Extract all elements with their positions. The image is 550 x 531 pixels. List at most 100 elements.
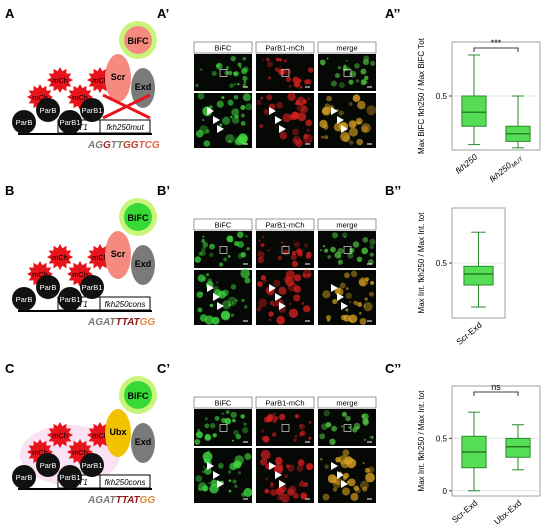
signal [229,83,234,88]
signal [242,93,251,102]
signal [355,79,360,83]
signal [296,464,304,472]
signal [342,475,348,480]
arrowhead [213,471,220,479]
signal [227,99,234,106]
signal [221,96,225,100]
signal [345,292,353,300]
signal [272,419,277,424]
signal [196,291,204,298]
arrowhead [207,284,214,292]
signal [293,241,300,248]
signal [361,247,369,255]
bifc [124,203,152,231]
signal [245,234,249,238]
mch-label: mCh [92,253,108,262]
sequence-part: TT [111,140,124,151]
signal [345,287,349,291]
signal [267,76,272,80]
signal [370,60,376,66]
signal [360,480,369,490]
signal [234,484,238,488]
signal [278,58,283,62]
signal [227,470,232,474]
signal [303,482,309,487]
signal [235,299,238,302]
signal [285,277,295,287]
signal [216,100,224,108]
parb-label: ParB [40,106,57,115]
y-tick-label: 0.5 [436,92,448,101]
signal [287,281,298,292]
signal [346,458,357,469]
signal [258,239,261,242]
panel-label: C’’ [385,361,401,376]
signal [199,68,203,71]
panel-label: A’ [157,6,169,21]
signal [283,59,287,63]
parb-label: ParB [16,473,33,482]
signal [225,66,230,70]
signal [366,105,377,116]
signal [230,284,237,290]
signal [225,134,235,144]
signal [294,435,298,438]
parb-ball [36,453,60,477]
signal [305,119,313,127]
signal [291,260,299,268]
signal [351,121,357,127]
signal [302,273,307,278]
signal [268,311,274,317]
signal [233,83,237,86]
signal [352,241,360,248]
signal [202,485,209,492]
protein [131,245,155,285]
signal [201,246,206,252]
signal [299,85,303,89]
signal [237,62,242,67]
signal [299,103,303,106]
micrograph-header: ParB1-mCh [265,221,304,230]
signal [355,488,361,494]
signal [343,235,346,239]
signal [293,239,296,242]
y-axis-label: Max Int. fkh250 / Max Int. tot [417,390,426,492]
signal [231,439,235,442]
mch-star [67,439,93,465]
roi [343,69,352,77]
signal [327,474,337,484]
box [463,265,494,286]
signal [260,458,268,466]
arrowhead [269,107,276,115]
signal [359,317,367,325]
signal [326,95,332,102]
y-tick-label: 0.5 [436,434,448,443]
signal [279,65,282,68]
signal [348,120,357,129]
signal [226,235,234,243]
protein [105,231,131,279]
signal [350,492,359,501]
signal [204,458,211,464]
signal [216,281,219,284]
signal [293,138,297,142]
signal [292,128,299,136]
signal [359,311,362,315]
signal [327,255,332,259]
signal [321,62,325,66]
signal [288,302,292,306]
signal [257,281,263,287]
parb-ball [12,110,36,134]
arrowhead [207,107,214,115]
signal [298,423,306,430]
mch-label: mCh [52,431,68,440]
signal [208,481,212,485]
parb-label: ParB [40,461,57,470]
box [505,437,531,458]
signal [204,423,210,429]
mch-label: mCh [32,270,48,279]
signal [272,412,276,417]
signal [266,57,270,62]
panel-label: B [5,183,14,198]
signal [227,70,233,76]
